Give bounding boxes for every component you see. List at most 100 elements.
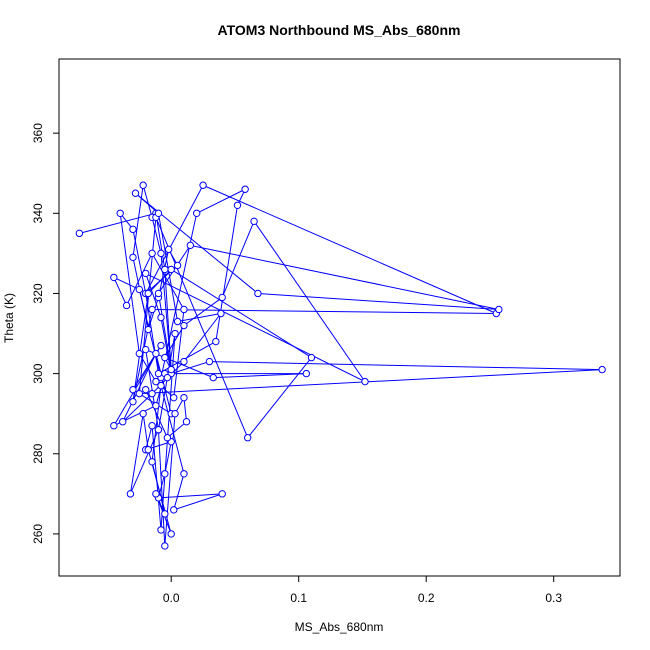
- series-segment: [247, 357, 312, 439]
- series-segment: [160, 385, 185, 474]
- data-point: [135, 349, 144, 358]
- chart-title: ATOM3 Northbound MS_Abs_680nm: [218, 22, 461, 38]
- data-point: [116, 209, 124, 217]
- series-segment: [142, 185, 153, 218]
- series-segment: [152, 308, 497, 314]
- data-point: [157, 341, 165, 350]
- series-segment: [113, 345, 162, 426]
- data-point: [75, 229, 84, 238]
- data-point: [152, 377, 160, 386]
- data-point: [199, 181, 207, 189]
- data-point: [139, 409, 147, 418]
- data-point: [173, 261, 182, 270]
- series-segment: [138, 217, 157, 394]
- data-point: [218, 490, 226, 498]
- y-tick-label: 320: [31, 283, 45, 303]
- series-segment: [147, 269, 172, 294]
- series-segment: [215, 205, 238, 342]
- series-segment: [145, 349, 159, 430]
- series-segment: [132, 185, 144, 258]
- data-point: [144, 325, 152, 334]
- data-point: [212, 337, 220, 346]
- data-point: [148, 422, 156, 430]
- data-point: [154, 209, 163, 217]
- y-tick-label: 280: [31, 443, 45, 463]
- series-segment: [196, 188, 246, 214]
- data-point: [218, 293, 226, 302]
- data-point: [142, 269, 150, 278]
- data-point: [122, 301, 131, 310]
- data-point: [119, 418, 127, 426]
- y-axis-label: Theta (K): [2, 293, 16, 343]
- data-point: [180, 393, 188, 402]
- series-segment: [122, 353, 157, 422]
- series-segment: [139, 369, 603, 395]
- data-point: [167, 365, 175, 374]
- data-point: [129, 253, 137, 262]
- series-segment: [170, 268, 312, 359]
- data-point: [152, 490, 160, 498]
- x-tick-label: 0.2: [418, 591, 435, 605]
- series-segment: [167, 421, 187, 439]
- series-segment: [126, 253, 153, 306]
- data-point: [361, 377, 369, 386]
- series-segment: [113, 277, 128, 306]
- data-point: [182, 418, 191, 426]
- data-point: [144, 289, 152, 298]
- series-segment: [164, 441, 172, 474]
- series-segment: [213, 373, 307, 379]
- data-point: [152, 401, 160, 410]
- series-segment: [145, 185, 204, 294]
- data-point: [244, 434, 252, 442]
- series-segment: [142, 413, 149, 450]
- data-point: [152, 349, 160, 358]
- series-segment: [257, 292, 499, 310]
- series-segment: [157, 213, 179, 322]
- x-axis-label: MS_Abs_680nm: [295, 620, 384, 634]
- data-point: [157, 381, 165, 390]
- data-point: [233, 201, 242, 209]
- data-point: [170, 393, 178, 402]
- series-segment: [253, 221, 366, 382]
- y-tick-label: 360: [31, 123, 45, 143]
- data-point: [180, 357, 188, 366]
- data-point: [598, 365, 606, 374]
- data-point: [173, 317, 182, 326]
- series-segment: [129, 429, 159, 495]
- series-segment: [155, 217, 249, 438]
- series-group: [75, 181, 606, 550]
- data-point: [142, 345, 150, 354]
- data-point: [148, 458, 156, 466]
- x-tick-label: 0.3: [545, 591, 562, 605]
- data-point: [154, 369, 163, 378]
- data-point: [161, 353, 169, 362]
- data-point: [142, 385, 150, 394]
- data-point: [129, 225, 137, 234]
- series-segment: [145, 389, 168, 438]
- data-point: [167, 265, 175, 274]
- y-tick-label: 260: [31, 524, 45, 544]
- data-point: [302, 369, 311, 378]
- x-tick-label: 0.1: [290, 591, 307, 605]
- data-point: [307, 353, 316, 362]
- data-point: [180, 305, 188, 314]
- series-segment: [190, 244, 499, 310]
- data-point: [180, 470, 188, 478]
- data-point: [254, 289, 262, 298]
- data-point: [131, 189, 140, 197]
- series-segment: [79, 212, 157, 234]
- data-point: [171, 409, 179, 418]
- data-point: [163, 434, 172, 442]
- data-point: [129, 385, 137, 394]
- data-point: [495, 305, 503, 314]
- data-point: [144, 446, 152, 454]
- y-tick-label: 300: [31, 363, 45, 383]
- series-segment: [151, 425, 162, 530]
- data-point: [170, 506, 178, 514]
- series-segment: [202, 184, 497, 314]
- series-segment: [173, 493, 223, 511]
- data-point: [161, 510, 169, 518]
- data-point: [135, 285, 144, 294]
- data-point: [157, 526, 165, 534]
